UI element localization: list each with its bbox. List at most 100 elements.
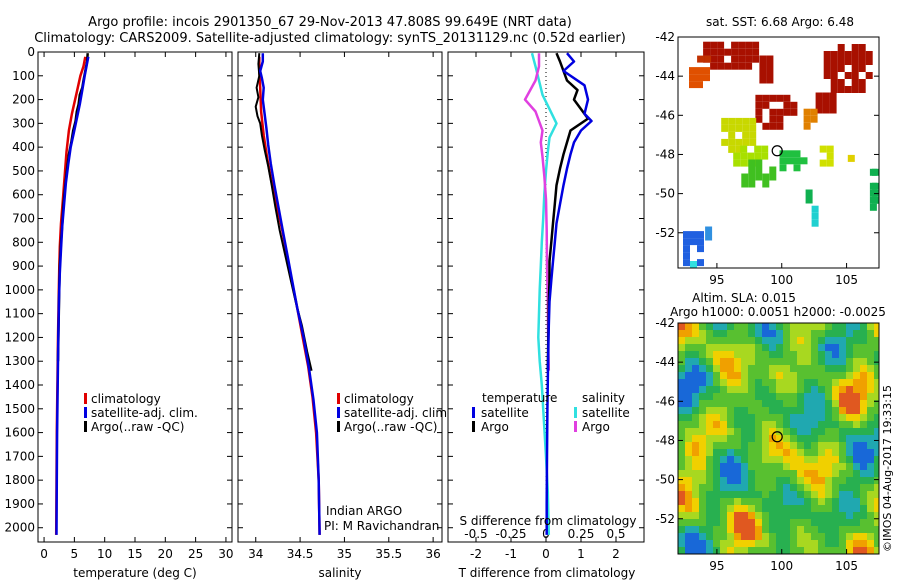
- sla-cell-39: [748, 330, 755, 337]
- sla-cell-840: [874, 519, 879, 526]
- sla-cell-725: [678, 498, 685, 505]
- sla-cell-508: [783, 442, 790, 449]
- sla-cell-734: [741, 498, 748, 505]
- sla-cell-111: [846, 344, 853, 351]
- sla-cell-12: [762, 323, 769, 330]
- sla-cell-814: [692, 519, 699, 526]
- sst-cell-119: [742, 117, 750, 125]
- x-tick-label-0-0: 0: [40, 547, 48, 561]
- sla-cell-500: [727, 442, 734, 449]
- sla-cell-502: [741, 442, 748, 449]
- sla-cell-260: [874, 379, 879, 386]
- sla-cell-259: [867, 379, 874, 386]
- sla-cell-239: [727, 379, 734, 386]
- sla-cell-655: [797, 477, 804, 484]
- sla-cell-231: [874, 372, 879, 379]
- sla-cell-917: [804, 540, 811, 547]
- sla-cell-372: [846, 407, 853, 414]
- temperature-legend-argo: Argo(..raw -QC): [91, 420, 184, 434]
- sst-cell-65: [851, 79, 859, 86]
- sla-cell-632: [839, 470, 846, 477]
- sla-cell-373: [853, 407, 860, 414]
- sla-cell-621: [762, 470, 769, 477]
- sla-cell-833: [825, 519, 832, 526]
- sla-cell-785: [692, 512, 699, 519]
- sst-cell-40: [830, 51, 838, 58]
- y-tick-label-400: 400: [12, 140, 35, 154]
- sla-cell-947: [811, 547, 818, 554]
- s-tick-label-1: -0.25: [495, 527, 526, 541]
- sst-cell-192: [697, 231, 704, 239]
- sla-cell-187: [769, 365, 776, 372]
- sla-cell-955: [867, 547, 874, 554]
- sla-cell-889: [811, 533, 818, 540]
- sla-cell-539: [797, 449, 804, 456]
- sla-cell-778: [846, 505, 853, 512]
- sla-cell-81: [839, 337, 846, 344]
- sst-cell-179: [872, 182, 879, 190]
- sla-cell-585: [713, 463, 720, 470]
- sla-cell-523: [685, 449, 692, 456]
- sla-cell-148: [699, 358, 706, 365]
- sla-cell-226: [839, 372, 846, 379]
- sla-cell-291: [685, 393, 692, 400]
- sst-cell-97: [762, 101, 770, 109]
- sla-cell-626: [797, 470, 804, 477]
- sst-cell-0: [703, 41, 711, 49]
- sla-cell-735: [748, 498, 755, 505]
- difference-panel: -2 -1 0 1 2-0.5 -0.25 0 0.25 0.5 S difference fr…: [447, 51, 645, 580]
- series-line-1-2: [258, 53, 321, 535]
- sst-cell-16: [710, 55, 718, 63]
- sla-cell-501: [734, 442, 741, 449]
- temperature-panel: 0100200300400500600700800900100011001200…: [4, 45, 233, 580]
- sla-cell-120: [706, 351, 713, 358]
- sla-cell-28: [874, 323, 879, 330]
- sla-cell-895: [853, 533, 860, 540]
- sst-cell-22: [710, 62, 718, 70]
- sla-cell-495: [692, 442, 699, 449]
- sla-cell-669: [692, 484, 699, 491]
- sla-cell-902: [699, 540, 706, 547]
- sst-cell-32: [759, 69, 767, 77]
- sla-cell-163: [804, 358, 811, 365]
- sla-cell-515: [832, 442, 839, 449]
- sla-cell-147: [692, 358, 699, 365]
- sla-cell-673: [720, 484, 727, 491]
- sla-cell-175: [685, 365, 692, 372]
- sst-cell-196: [683, 245, 690, 253]
- sla-cell-494: [685, 442, 692, 449]
- sst-cell-145: [740, 159, 748, 167]
- sst-cell-59: [830, 72, 838, 79]
- sst-cell-155: [755, 173, 763, 181]
- sla-cell-604: [846, 463, 853, 470]
- sla-cell-943: [783, 547, 790, 554]
- sst-cell-76: [822, 99, 830, 107]
- sla-cell-732: [727, 498, 734, 505]
- sla-cell-565: [776, 456, 783, 463]
- sla-cell-456: [825, 428, 832, 435]
- sla-cell-897: [867, 533, 874, 540]
- sla-cell-396: [811, 414, 818, 421]
- sla-cell-11: [755, 323, 762, 330]
- sla-cell-870: [678, 533, 685, 540]
- sla-cell-676: [741, 484, 748, 491]
- sla-cell-302: [762, 393, 769, 400]
- sla-cell-707: [755, 491, 762, 498]
- x-tick-label-1-1: 34.5: [287, 547, 314, 561]
- difference-legend-t-argo: Argo: [481, 420, 509, 434]
- x-tick-label-2-1: -1: [505, 547, 517, 561]
- sla-cell-752: [867, 498, 874, 505]
- sla-cell-72: [776, 337, 783, 344]
- sst-cell-170: [819, 145, 827, 153]
- sst-cell-27: [745, 62, 753, 70]
- sla-cell-114: [867, 344, 874, 351]
- sla-cell-834: [832, 519, 839, 526]
- sla-cell-438: [699, 428, 706, 435]
- sla-cell-15: [783, 323, 790, 330]
- sla-cell-602: [832, 463, 839, 470]
- sst-cell-49: [844, 58, 852, 65]
- sla-cell-409: [699, 421, 706, 428]
- sla-cell-129: [769, 351, 776, 358]
- sla-cell-860: [811, 526, 818, 533]
- sla-cell-416: [748, 421, 755, 428]
